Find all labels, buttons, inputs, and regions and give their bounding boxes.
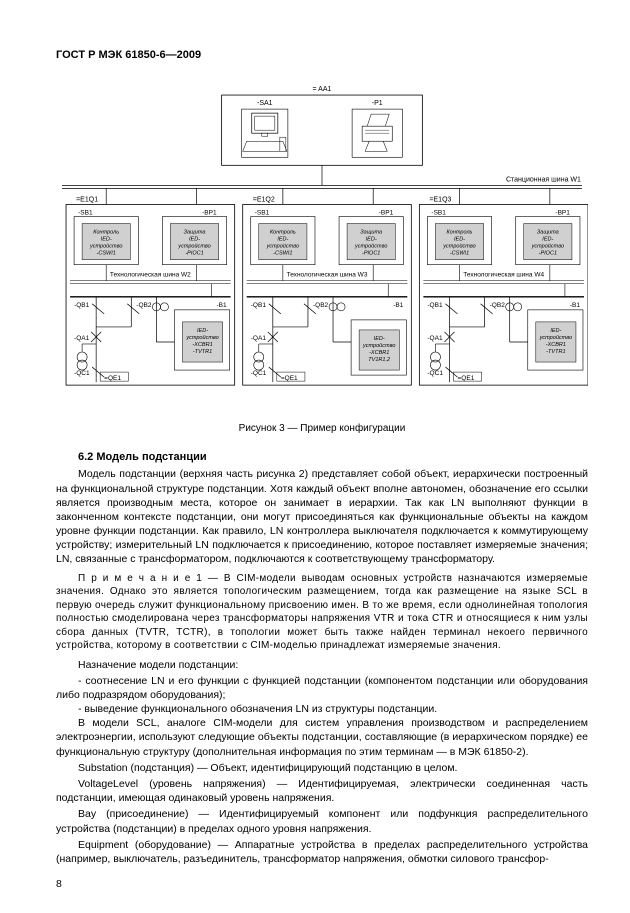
svg-text:-B1: -B1 [393, 302, 404, 309]
svg-text:Контроль: Контроль [447, 229, 473, 235]
label-qb2: -QB2 [136, 302, 152, 309]
label-qc1: -QC1 [74, 370, 90, 377]
label-aa1: = AA1 [313, 86, 332, 93]
para-6: Bay (присоединение) — Идентифицируемый к… [56, 807, 588, 835]
label-sb1: -SB1 [78, 209, 93, 216]
svg-text:Контроль: Контроль [270, 229, 296, 235]
label-qb1: -QB1 [74, 302, 90, 309]
svg-text:IED-: IED- [550, 328, 561, 334]
svg-text:устройство: устройство [89, 242, 122, 249]
label-e1q2: =E1Q2 [253, 196, 275, 203]
svg-text:-SB1: -SB1 [255, 209, 270, 216]
para-1: Модель подстанции (верхняя часть рисунка… [56, 467, 588, 566]
svg-text:IED-: IED- [374, 336, 385, 342]
svg-text:-QA1: -QA1 [427, 335, 443, 342]
section-head: 6.2 Модель подстанции [56, 450, 588, 465]
figure-caption: Рисунок 3 — Пример конфигурации [56, 422, 588, 436]
svg-text:-QB1: -QB1 [427, 302, 443, 309]
svg-text:-QA1: -QA1 [251, 335, 267, 342]
bay-e1q2: =E1Q2 -SB1 Контроль IED- устройство -CSW… [243, 188, 412, 385]
svg-text:устройство: устройство [266, 242, 299, 249]
svg-text:-XCBR1: -XCBR1 [192, 342, 212, 348]
svg-text:-CSWI1: -CSWI1 [450, 250, 469, 256]
svg-text:устройство: устройство [442, 242, 475, 249]
svg-text:IED-: IED- [189, 236, 200, 242]
label-tech-w2: Технологическая шина W2 [110, 272, 191, 279]
svg-text:IED-: IED- [277, 236, 288, 242]
svg-text:Защита: Защита [360, 229, 382, 235]
label-bp1: -BP1 [202, 209, 217, 216]
svg-text:Технологическая шина W3: Технологическая шина W3 [287, 272, 368, 279]
svg-text:IED-: IED- [454, 236, 465, 242]
svg-text:устройство: устройство [177, 242, 210, 249]
note-1: П р и м е ч а н и е 1 — В CIM-модели выв… [56, 572, 588, 653]
svg-text:-QB2: -QB2 [313, 302, 329, 309]
svg-text:IED-: IED- [366, 236, 377, 242]
svg-text:IED-: IED- [542, 236, 553, 242]
svg-text:устройство: устройство [531, 242, 564, 249]
svg-text:Защита: Защита [184, 229, 206, 235]
list-2: - выведение функционального обозначения … [56, 702, 588, 716]
svg-text:-QC1: -QC1 [251, 370, 267, 377]
svg-text:-PIOC1: -PIOC1 [362, 250, 380, 256]
svg-text:-BP1: -BP1 [379, 209, 394, 216]
label-p1: -P1 [372, 100, 383, 107]
svg-text:-SB1: -SB1 [431, 209, 446, 216]
label-e1q1: =E1Q1 [76, 196, 98, 203]
svg-text:-CSWI1: -CSWI1 [273, 250, 292, 256]
svg-text:-CSWI1: -CSWI1 [97, 250, 116, 256]
svg-text:-XCBR1: -XCBR1 [369, 350, 389, 356]
svg-text:IED-: IED- [101, 236, 112, 242]
svg-text:-B1: -B1 [570, 302, 581, 309]
svg-text:-BP1: -BP1 [555, 209, 570, 216]
para-2: Назначение модели подстанции: [56, 658, 588, 672]
para-4: Substation (подстанция) — Объект, иденти… [56, 761, 588, 775]
bay-e1q3: =E1Q3 -SB1 Контроль IED- устройство -CSW… [419, 188, 588, 385]
para-3: В модели SCL, аналоге CIM-модели для сис… [56, 716, 588, 759]
svg-text:устройство: устройство [362, 342, 395, 349]
svg-text:-TVTR1: -TVTR1 [546, 349, 565, 355]
svg-text:устройство: устройство [354, 242, 387, 249]
bay-e1q1: =E1Q1 -SB1 Контроль IED- устройство -CSW… [66, 188, 235, 385]
page-number: 8 [56, 877, 62, 891]
svg-text:IED-: IED- [197, 328, 208, 334]
svg-text:-XCBR1: -XCBR1 [546, 342, 566, 348]
svg-text:-QB2: -QB2 [490, 302, 506, 309]
doc-header: ГОСТ Р МЭК 61850-6—2009 [56, 48, 588, 63]
svg-text:-PIOC1: -PIOC1 [539, 250, 557, 256]
svg-text:Защита: Защита [537, 229, 559, 235]
svg-text:Контроль: Контроль [93, 229, 119, 235]
page: ГОСТ Р МЭК 61850-6—2009 = AA1 -SA1 -P1 [0, 0, 630, 913]
figure-3: = AA1 -SA1 -P1 Станционная шина W1 [56, 81, 588, 412]
label-station-bus: Станционная шина W1 [506, 176, 581, 183]
svg-text:TV1R1,2: TV1R1,2 [368, 357, 390, 363]
label-qa1: -QA1 [74, 335, 90, 342]
svg-text:-QB1: -QB1 [251, 302, 267, 309]
para-5: VoltageLevel (уровень напряжения) — Иден… [56, 777, 588, 805]
svg-text:-PIOC1: -PIOC1 [185, 250, 203, 256]
svg-text:Технологическая шина W4: Технологическая шина W4 [463, 272, 544, 279]
svg-text:устройство: устройство [185, 334, 218, 341]
label-sa1: -SA1 [257, 100, 273, 107]
svg-text:устройство: устройство [539, 334, 572, 341]
label-e1q3: =E1Q3 [429, 196, 451, 203]
list-1: - соотнесение LN и его функции с функцие… [56, 674, 588, 702]
svg-text:-TVTR1: -TVTR1 [193, 349, 212, 355]
svg-text:-QC1: -QC1 [427, 370, 443, 377]
para-7: Equipment (оборудование) — Аппаратные ус… [56, 838, 588, 866]
label-b1: -B1 [217, 302, 228, 309]
